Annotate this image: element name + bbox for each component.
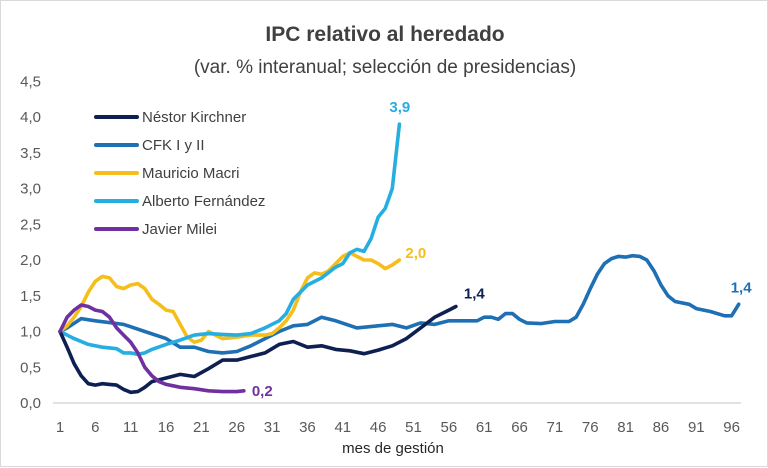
chart-subtitle: (var. % interanual; selección de preside… [194, 57, 576, 78]
x-tick-label: 71 [547, 419, 564, 436]
series-line-javier-milei [58, 303, 246, 394]
x-tick-label: 76 [582, 419, 599, 436]
series-line-alberto-fern-ndez [58, 122, 402, 357]
y-tick-label: 0,5 [20, 359, 41, 376]
x-axis-label: mes de gestión [342, 440, 444, 457]
y-tick-label: 0,0 [20, 395, 41, 412]
x-tick-label: 81 [617, 419, 634, 436]
y-tick-label: 4,0 [20, 109, 41, 126]
x-tick-label: 1 [56, 419, 64, 436]
legend-label: Javier Milei [142, 221, 217, 238]
x-tick-label: 61 [476, 419, 493, 436]
x-tick-label: 46 [370, 419, 387, 436]
y-tick-label: 3,0 [20, 181, 41, 198]
x-axis: 1 6 11 16 21 26 31 36 41 46 51 56 61 66 71 76 81 86 91 96 [56, 419, 740, 436]
y-tick-label: 2,5 [20, 216, 41, 233]
y-tick-label: 2,0 [20, 252, 41, 269]
end-value-label: 0,2 [252, 383, 273, 400]
chart-title: IPC relativo al heredado [265, 23, 504, 46]
legend: Néstor Kirchner CFK I y II Mauricio Macri A… [94, 109, 265, 238]
x-tick-label: 16 [158, 419, 175, 436]
x-tick-label: 11 [123, 419, 139, 436]
y-tick-label: 1,5 [20, 288, 41, 305]
x-tick-label: 51 [405, 419, 422, 436]
legend-label: CFK I y II [142, 137, 205, 154]
legend-label: Néstor Kirchner [142, 109, 246, 126]
y-axis: 0,0 0,5 1,0 1,5 2,0 2,5 3,0 3,5 4,0 4,5 [20, 73, 41, 412]
x-tick-label: 21 [193, 419, 210, 436]
x-tick-label: 31 [264, 419, 281, 436]
x-tick-label: 86 [653, 419, 670, 436]
x-tick-label: 56 [441, 419, 458, 436]
x-tick-label: 6 [91, 419, 99, 436]
x-tick-label: 91 [688, 419, 705, 436]
legend-label: Mauricio Macri [142, 165, 240, 182]
series-line-mauricio-macri [58, 251, 402, 345]
x-tick-label: 36 [299, 419, 316, 436]
x-tick-label: 26 [228, 419, 245, 436]
end-value-label: 1,4 [464, 285, 486, 302]
legend-label: Alberto Fernández [142, 193, 265, 210]
series-line-n-stor-kirchner [58, 304, 458, 395]
y-tick-label: 4,5 [20, 73, 41, 90]
series-line-cfk-i-y-ii [58, 253, 741, 355]
x-tick-label: 41 [334, 419, 351, 436]
y-tick-label: 1,0 [20, 324, 41, 341]
y-tick-label: 3,5 [20, 145, 41, 162]
x-tick-label: 66 [511, 419, 528, 436]
end-value-label: 2,0 [405, 245, 426, 262]
x-tick-label: 96 [723, 419, 740, 436]
end-value-label: 1,4 [731, 279, 753, 296]
series-lines: 1,4 1,4 2,0 3,9 0,2 [58, 99, 753, 400]
end-value-label: 3,9 [389, 99, 410, 116]
